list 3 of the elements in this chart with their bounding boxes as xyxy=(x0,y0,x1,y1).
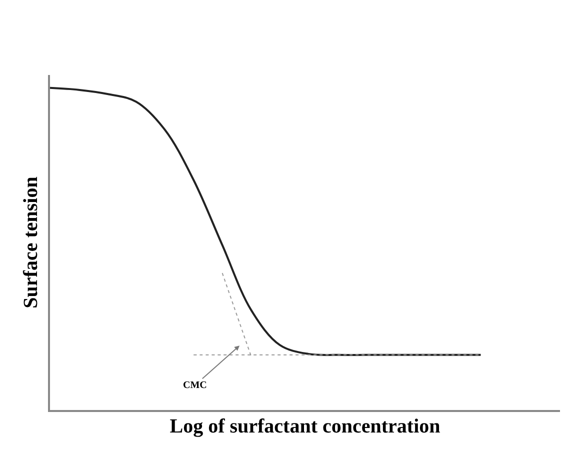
x-axis-title: Log of surfactant concentration xyxy=(170,415,440,438)
y-axis-title: Surface tension xyxy=(20,176,42,308)
annotation: CMC xyxy=(183,380,207,391)
